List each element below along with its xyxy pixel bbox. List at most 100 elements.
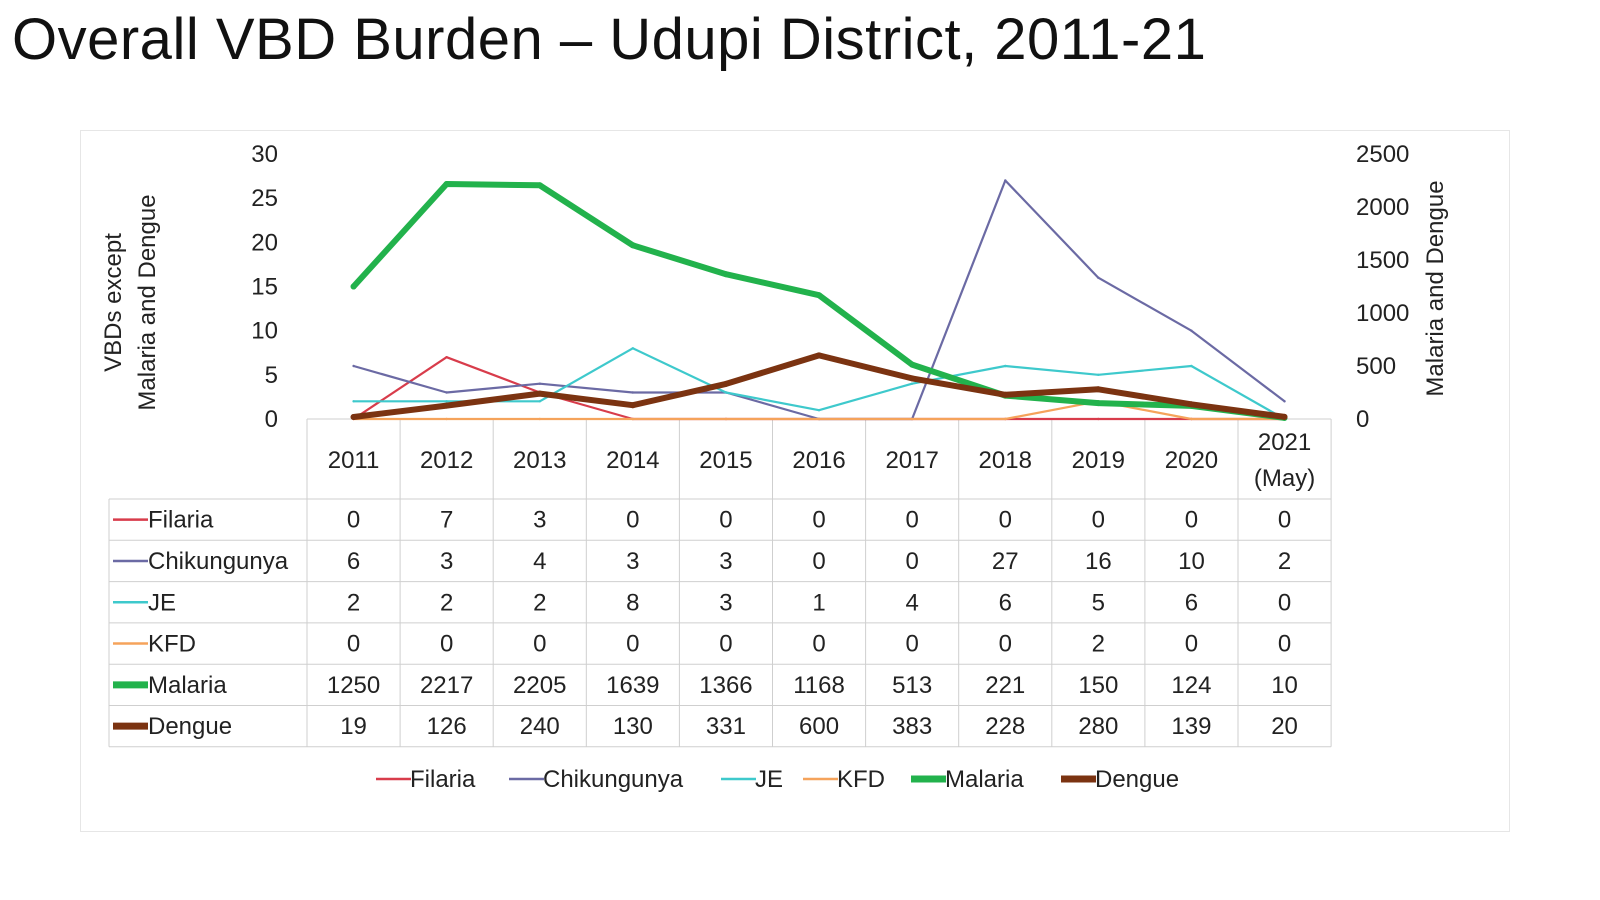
- table-value: 8: [626, 589, 639, 616]
- table-value: 0: [812, 548, 825, 575]
- category-label: 2012: [420, 447, 473, 474]
- data-point-je: [1004, 364, 1007, 368]
- data-point-chikungunya: [352, 364, 355, 368]
- data-point-dengue: [443, 402, 450, 409]
- table-value: 124: [1171, 672, 1211, 699]
- data-point-chikungunya: [1097, 276, 1100, 279]
- legend-label: KFD: [837, 766, 885, 793]
- left-axis-title: VBDs except: [100, 233, 127, 372]
- table-value: 0: [533, 631, 546, 658]
- data-point-filaria: [445, 356, 448, 359]
- table-value: 2217: [420, 672, 473, 699]
- chart-legend: Filaria Chikungunya JE KFD Malaria Dengue: [376, 766, 1179, 793]
- table-value: 4: [533, 548, 546, 575]
- left-tick-label: 15: [251, 274, 278, 301]
- category-label: 2015: [699, 447, 752, 474]
- table-series-label: Malaria: [148, 672, 227, 699]
- data-point-dengue: [723, 380, 729, 387]
- data-point-kfd: [817, 417, 821, 421]
- table-value: 0: [1185, 631, 1198, 658]
- data-point-je: [352, 400, 355, 403]
- data-point-dengue: [1095, 386, 1102, 393]
- table-value: 4: [905, 589, 918, 616]
- legend-label: Malaria: [945, 766, 1024, 793]
- table-value: 2: [533, 589, 546, 616]
- legend-label: Dengue: [1095, 766, 1179, 793]
- category-label: 2016: [792, 447, 845, 474]
- data-point-malaria: [536, 182, 543, 189]
- right-tick-label: 1500: [1356, 247, 1409, 274]
- data-point-dengue: [1188, 401, 1195, 408]
- table-value: 6: [1185, 589, 1198, 616]
- data-point-kfd: [631, 417, 634, 421]
- table-value: 0: [905, 507, 918, 534]
- table-value: 126: [427, 713, 467, 740]
- data-point-kfd: [1004, 417, 1007, 421]
- table-value: 10: [1178, 548, 1205, 575]
- data-point-chikungunya: [631, 391, 634, 394]
- table-value: 19: [340, 713, 367, 740]
- left-tick-label: 10: [251, 318, 278, 345]
- data-point-je: [1190, 364, 1193, 368]
- chart-frame: 0 5 10 15 20 25 30 VBDs except Malaria and Dengu…: [80, 130, 1510, 832]
- table-value: 0: [440, 631, 453, 658]
- left-tick-label: 0: [265, 406, 278, 433]
- data-point-je: [445, 400, 448, 403]
- right-tick-label: 2000: [1356, 194, 1409, 221]
- left-tick-label: 25: [251, 185, 278, 212]
- table-value: 20: [1271, 713, 1298, 740]
- table-value: 0: [1278, 507, 1291, 534]
- category-label: 2020: [1165, 447, 1218, 474]
- data-point-je: [724, 391, 728, 394]
- table-series-label: KFD: [148, 631, 196, 658]
- data-point-malaria: [350, 283, 357, 290]
- table-value: 3: [719, 548, 732, 575]
- category-label: (May): [1254, 465, 1315, 492]
- legend-label: Filaria: [410, 766, 476, 793]
- table-value: 228: [985, 713, 1025, 740]
- legend-label: Chikungunya: [543, 766, 684, 793]
- data-point-malaria: [629, 242, 636, 249]
- table-series-label: JE: [148, 589, 176, 616]
- category-label: 2013: [513, 447, 566, 474]
- table-value: 0: [1092, 507, 1105, 534]
- category-label: 2018: [979, 447, 1032, 474]
- data-point-kfd: [724, 417, 728, 421]
- category-label: 2011: [328, 447, 380, 474]
- data-point-je: [817, 409, 821, 412]
- table-value: 1250: [327, 672, 380, 699]
- data-table: 2011 2012 2013 2014 2015 2016 2017 2018 2019 2020…: [108, 418, 1332, 748]
- table-value: 383: [892, 713, 932, 740]
- table-value: 7: [440, 507, 453, 534]
- table-value: 0: [905, 631, 918, 658]
- table-value: 0: [626, 631, 639, 658]
- data-point-malaria: [443, 181, 450, 187]
- table-value: 2205: [513, 672, 566, 699]
- table-value: 6: [999, 589, 1012, 616]
- table-value: 0: [999, 631, 1012, 658]
- data-point-je: [910, 382, 914, 385]
- table-value: 3: [533, 507, 546, 534]
- data-point-dengue: [350, 414, 357, 420]
- series-line-je: [352, 347, 1286, 421]
- table-value: 0: [626, 507, 639, 534]
- right-tick-label: 0: [1356, 406, 1369, 433]
- table-value: 0: [1278, 589, 1291, 616]
- data-point-chikungunya: [1190, 329, 1193, 332]
- table-value: 1168: [793, 672, 845, 699]
- page-title: Overall VBD Burden – Udupi District, 201…: [12, 7, 1207, 72]
- table-value: 0: [719, 631, 732, 658]
- data-point-chikungunya: [1004, 179, 1007, 182]
- table-value: 0: [812, 631, 825, 658]
- data-point-dengue: [1281, 413, 1288, 420]
- table-value: 0: [347, 631, 360, 658]
- category-label: 2014: [606, 447, 659, 474]
- data-point-dengue: [1002, 391, 1009, 398]
- category-label: 2019: [1072, 447, 1125, 474]
- data-point-kfd: [910, 417, 914, 421]
- data-point-chikungunya: [1283, 400, 1286, 403]
- left-axis: 0 5 10 15 20 25 30 VBDs except Malaria and Dengu…: [100, 141, 278, 433]
- table-value: 331: [706, 713, 746, 740]
- right-tick-label: 2500: [1356, 141, 1409, 168]
- data-point-malaria: [723, 271, 729, 278]
